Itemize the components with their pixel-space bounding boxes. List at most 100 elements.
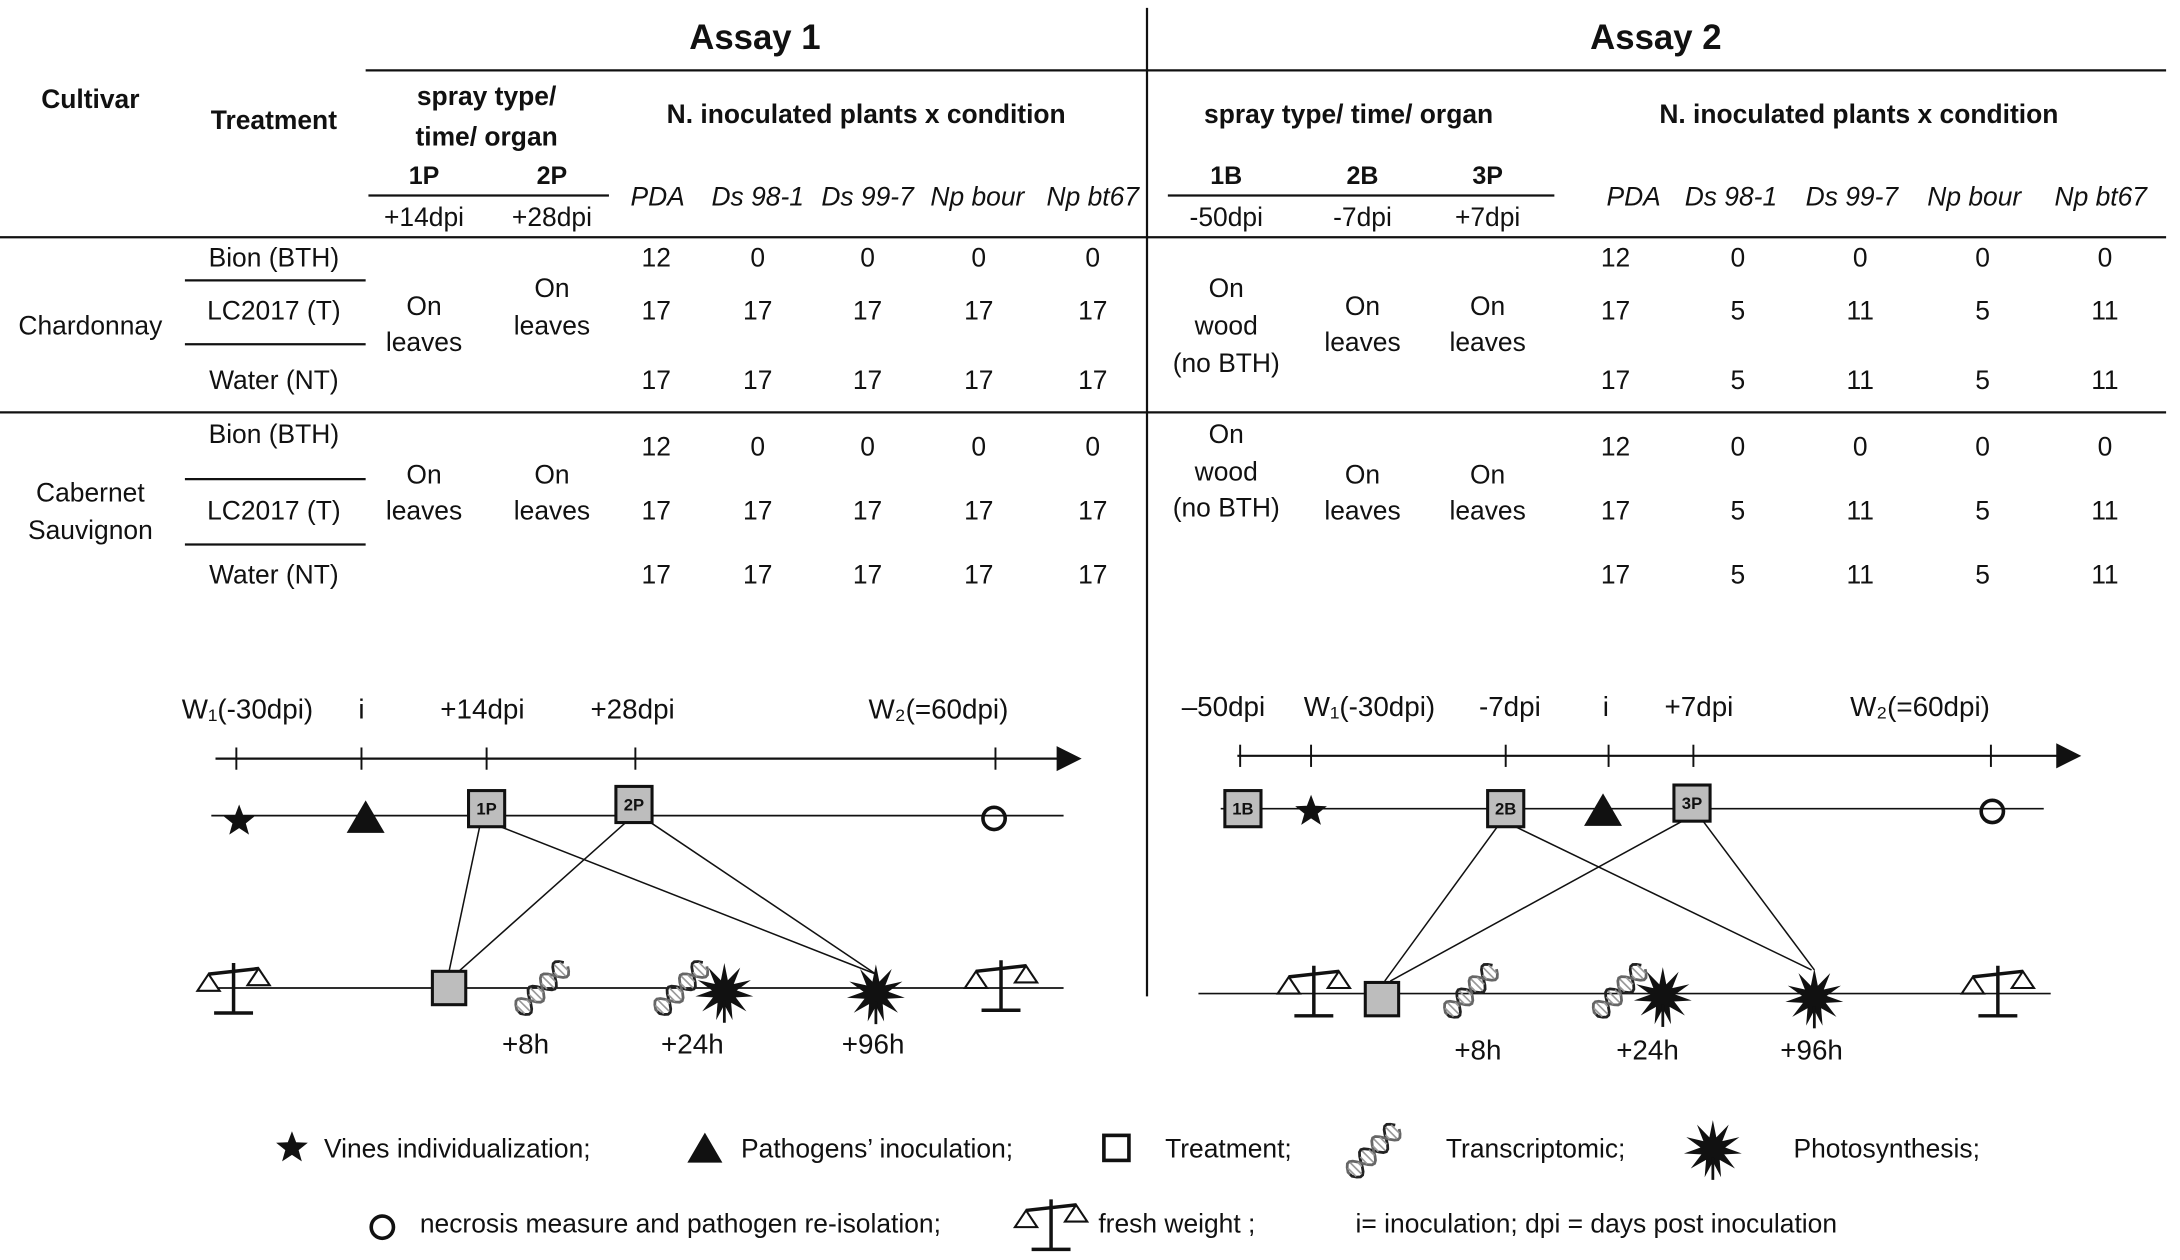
count-cell: 0 bbox=[1975, 432, 1990, 462]
condition-header: Np bour bbox=[930, 181, 1025, 211]
scale-pans bbox=[962, 963, 1040, 990]
count-cell: 12 bbox=[642, 242, 671, 272]
spray-time: +28dpi bbox=[512, 202, 592, 232]
scale-icon bbox=[1275, 965, 1352, 1018]
count-cell: 17 bbox=[642, 365, 671, 395]
dna-rung bbox=[1446, 1002, 1460, 1015]
dna-rung bbox=[1470, 978, 1484, 992]
count-cell: 0 bbox=[1731, 242, 1746, 272]
treatment-box bbox=[1223, 789, 1263, 829]
column-header: N. inoculated plants x condition bbox=[1659, 99, 2058, 129]
scale-frame bbox=[1972, 965, 2024, 1018]
count-cell: 12 bbox=[642, 432, 671, 462]
condition-header: PDA bbox=[1606, 181, 1660, 211]
dna-rung bbox=[1605, 996, 1614, 1005]
column-header: spray type/ bbox=[417, 81, 557, 111]
circle-icon bbox=[981, 805, 1007, 832]
dna-rung bbox=[1373, 1138, 1386, 1152]
dna-strand bbox=[1349, 1122, 1396, 1179]
dna-rung bbox=[540, 982, 548, 990]
legend-text: necrosis measure and pathogen re-isolati… bbox=[420, 1209, 941, 1239]
dna-icon bbox=[653, 960, 710, 1016]
count-cell: 0 bbox=[860, 242, 875, 272]
treatment-box bbox=[1672, 783, 1712, 823]
spray-organ: On bbox=[1470, 291, 1505, 321]
connector bbox=[650, 821, 877, 975]
spray-organ: On bbox=[1345, 459, 1380, 489]
column-header: spray type/ time/ organ bbox=[1204, 99, 1493, 129]
count-cell: 11 bbox=[1847, 495, 1874, 525]
count-cell: 17 bbox=[743, 495, 772, 525]
time-label: +8h bbox=[1454, 1034, 1501, 1065]
spray-organ: On bbox=[406, 291, 441, 321]
connector bbox=[1702, 820, 1815, 971]
scale-icon bbox=[962, 960, 1040, 1012]
dna-rung bbox=[679, 982, 687, 990]
dna-rung bbox=[686, 974, 696, 983]
leaf-shape bbox=[1633, 967, 1692, 1025]
leaf-shape bbox=[1683, 1120, 1742, 1178]
count-cell: 5 bbox=[1975, 495, 1990, 525]
spray-organ: (no BTH) bbox=[1173, 348, 1280, 378]
spray-organ: (no BTH) bbox=[1173, 493, 1280, 523]
dna-rung bbox=[668, 987, 682, 1001]
dna-rung bbox=[1465, 989, 1473, 997]
scale-frame bbox=[1025, 1199, 1077, 1252]
dna-rung bbox=[1361, 1150, 1375, 1164]
leaf-icon bbox=[1683, 1120, 1742, 1180]
connector bbox=[1515, 826, 1812, 971]
count-cell: 0 bbox=[1853, 242, 1868, 272]
count-cell: 11 bbox=[1847, 365, 1874, 395]
dna-rung bbox=[1630, 974, 1637, 980]
dna-strand bbox=[1443, 968, 1499, 1016]
count-cell: 0 bbox=[860, 432, 875, 462]
dna-rung bbox=[1357, 1161, 1363, 1168]
dna-strand bbox=[517, 960, 565, 1016]
box-label: 2P bbox=[624, 795, 644, 814]
dna-rung bbox=[1631, 966, 1644, 980]
timeline-label: –50dpi bbox=[1182, 691, 1265, 722]
count-cell: 5 bbox=[1975, 295, 1990, 325]
triangle-icon bbox=[1584, 793, 1623, 826]
count-cell: 0 bbox=[1975, 242, 1990, 272]
count-cell: 17 bbox=[642, 559, 671, 589]
dna-rung bbox=[1372, 1145, 1380, 1153]
count-cell: 11 bbox=[1847, 295, 1874, 325]
dna-rung bbox=[1454, 1001, 1460, 1008]
count-cell: 12 bbox=[1601, 242, 1630, 272]
count-cell: 11 bbox=[1847, 559, 1874, 589]
spray-code: 1B bbox=[1210, 162, 1242, 190]
scale-frame bbox=[975, 960, 1027, 1012]
count-cell: 17 bbox=[964, 495, 993, 525]
count-cell: 17 bbox=[853, 559, 882, 589]
count-cell: 17 bbox=[743, 295, 772, 325]
count-cell: 17 bbox=[853, 495, 882, 525]
condition-header: Ds 98-1 bbox=[1685, 181, 1777, 211]
dna-icon bbox=[514, 960, 571, 1016]
cultivar-name: Chardonnay bbox=[18, 311, 163, 341]
dna-rung bbox=[1444, 1007, 1455, 1018]
count-cell: 5 bbox=[1975, 559, 1990, 589]
time-label: +96h bbox=[1780, 1034, 1843, 1065]
dna-strand bbox=[656, 960, 704, 1016]
count-cell: 17 bbox=[853, 365, 882, 395]
time-label: +24h bbox=[661, 1029, 724, 1060]
dna-rung bbox=[515, 1004, 526, 1015]
count-cell: 17 bbox=[1078, 559, 1107, 589]
time-label: +96h bbox=[842, 1029, 905, 1060]
dna-rung bbox=[528, 993, 537, 1002]
column-header: Treatment bbox=[211, 105, 337, 135]
treatment-box bbox=[1486, 789, 1526, 829]
dna-rung bbox=[1384, 1126, 1398, 1140]
dna-icon bbox=[1345, 1122, 1402, 1179]
condition-header: Np bt67 bbox=[1047, 181, 1141, 211]
count-cell: 17 bbox=[743, 559, 772, 589]
count-cell: 5 bbox=[1975, 365, 1990, 395]
legend-text: Pathogens’ inoculation; bbox=[741, 1134, 1013, 1164]
count-cell: 11 bbox=[2091, 365, 2118, 395]
star-icon bbox=[276, 1131, 308, 1162]
scale-icon bbox=[195, 962, 272, 1015]
dna-rung bbox=[692, 963, 706, 977]
dna-rung bbox=[1625, 976, 1634, 986]
dna-icon bbox=[1591, 962, 1648, 1019]
